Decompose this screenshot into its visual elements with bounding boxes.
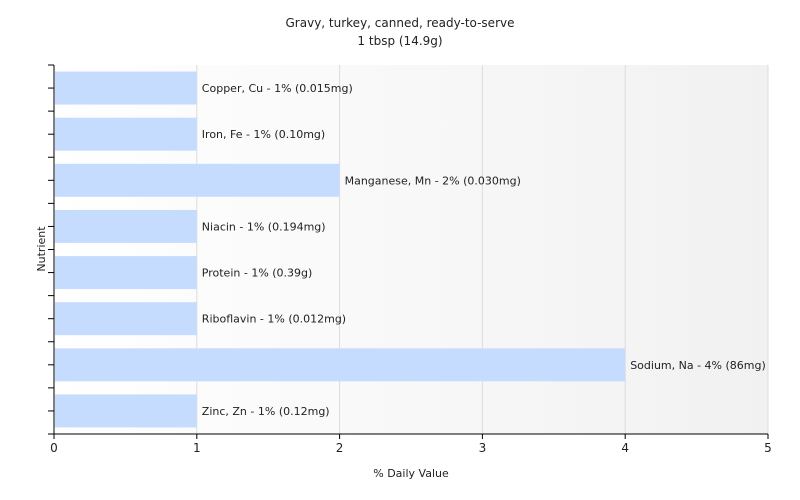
chart-title: Gravy, turkey, canned, ready-to-serve bbox=[286, 16, 515, 30]
bar-label: Sodium, Na - 4% (86mg) bbox=[630, 359, 766, 372]
x-tick-label: 2 bbox=[336, 441, 344, 455]
bar bbox=[55, 163, 340, 197]
bar bbox=[55, 394, 197, 428]
bar-label: Iron, Fe - 1% (0.10mg) bbox=[202, 128, 325, 141]
bar bbox=[55, 71, 197, 105]
bar bbox=[55, 209, 197, 243]
y-axis-label: Nutrient bbox=[35, 226, 48, 272]
x-tick-label: 5 bbox=[764, 441, 772, 455]
x-tick-label: 0 bbox=[50, 441, 58, 455]
bar bbox=[55, 256, 197, 290]
bar-label: Protein - 1% (0.39g) bbox=[202, 267, 313, 280]
bar-label: Zinc, Zn - 1% (0.12mg) bbox=[202, 405, 330, 418]
bar-label: Niacin - 1% (0.194mg) bbox=[202, 220, 326, 233]
bar-label: Manganese, Mn - 2% (0.030mg) bbox=[345, 174, 521, 187]
bar bbox=[55, 348, 626, 382]
bar-label: Riboflavin - 1% (0.012mg) bbox=[202, 313, 346, 326]
axes: 0 1 2 3 4 5 bbox=[48, 64, 772, 455]
chart-subtitle: 1 tbsp (14.9g) bbox=[357, 34, 442, 48]
bar bbox=[55, 302, 197, 336]
bars: Copper, Cu - 1% (0.015mg) Iron, Fe - 1% (… bbox=[55, 71, 766, 428]
x-tick-label: 3 bbox=[479, 441, 487, 455]
bar-label: Copper, Cu - 1% (0.015mg) bbox=[202, 82, 353, 95]
x-axis-label: % Daily Value bbox=[373, 467, 449, 480]
bar bbox=[55, 117, 197, 151]
x-tick-label: 1 bbox=[193, 441, 201, 455]
x-tick-label: 4 bbox=[621, 441, 629, 455]
